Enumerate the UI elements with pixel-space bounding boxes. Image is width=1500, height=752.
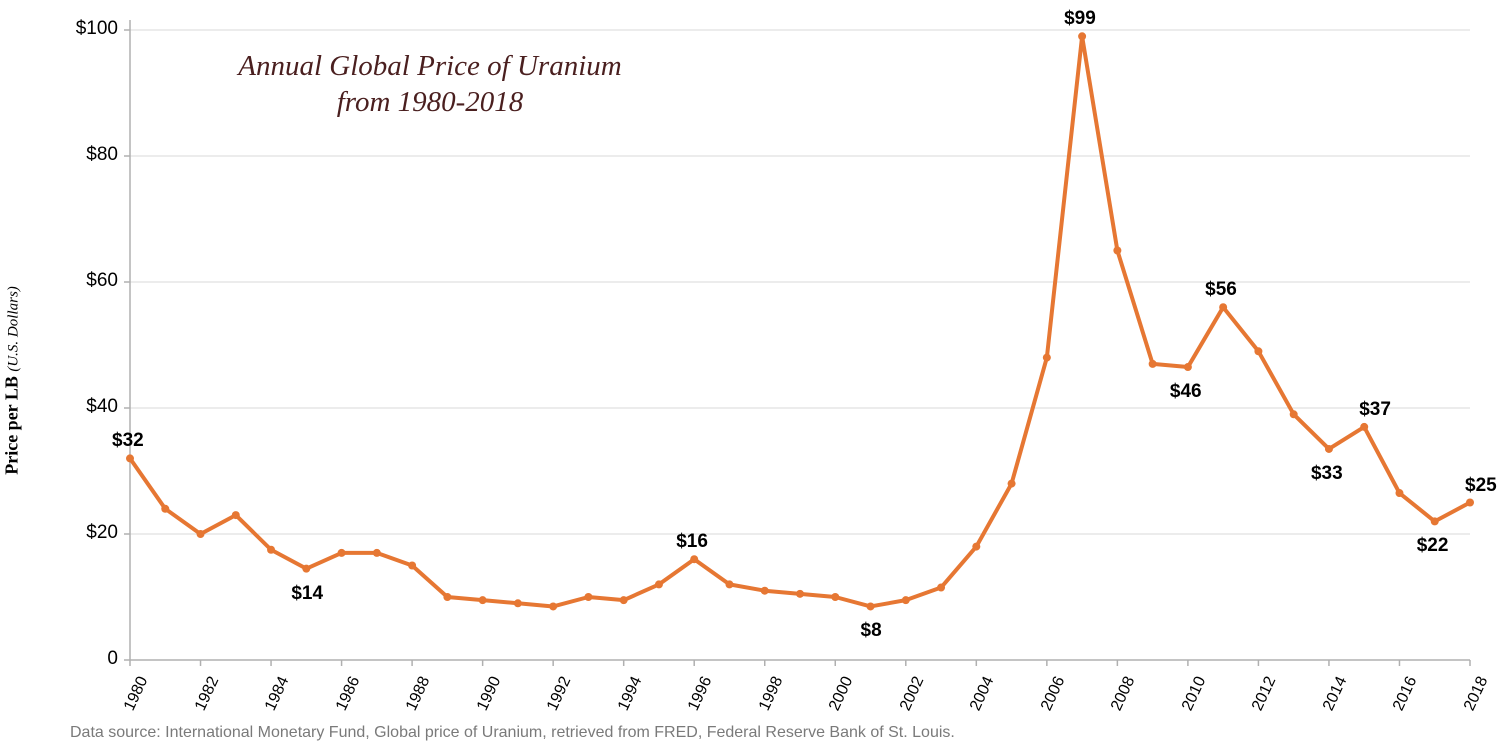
chart-title-line1: Annual Global Price of Uranium [238,50,621,82]
y-axis-label-main: Price per LB [2,372,22,475]
data-point-label: $8 [861,620,882,642]
data-point-label: $16 [676,531,708,553]
y-tick-label: $80 [86,144,118,166]
data-point-label: $46 [1170,381,1202,403]
data-point-label: $14 [291,583,323,605]
data-point-label: $37 [1359,399,1391,421]
y-tick-label: $60 [86,270,118,292]
data-point-label: $32 [112,430,144,452]
y-axis-label: Price per LB (U.S. Dollars) [2,286,23,475]
uranium-price-chart: Price per LB (U.S. Dollars) Annual Globa… [0,0,1500,752]
data-point-label: $25 [1465,475,1497,497]
data-point-label: $99 [1064,8,1096,30]
chart-title-line2: from 1980-2018 [337,86,524,118]
y-tick-label: $100 [76,18,118,40]
data-point-label: $33 [1311,463,1343,485]
data-point-label: $56 [1205,279,1237,301]
data-source-text: Data source: International Monetary Fund… [70,724,955,742]
y-axis-label-sub: (U.S. Dollars) [6,286,22,371]
chart-title: Annual Global Price of Uranium from 1980… [200,48,660,121]
data-point-label: $22 [1417,535,1449,557]
y-tick-label: $40 [86,396,118,418]
y-tick-label: 0 [107,648,118,670]
y-tick-label: $20 [86,522,118,544]
